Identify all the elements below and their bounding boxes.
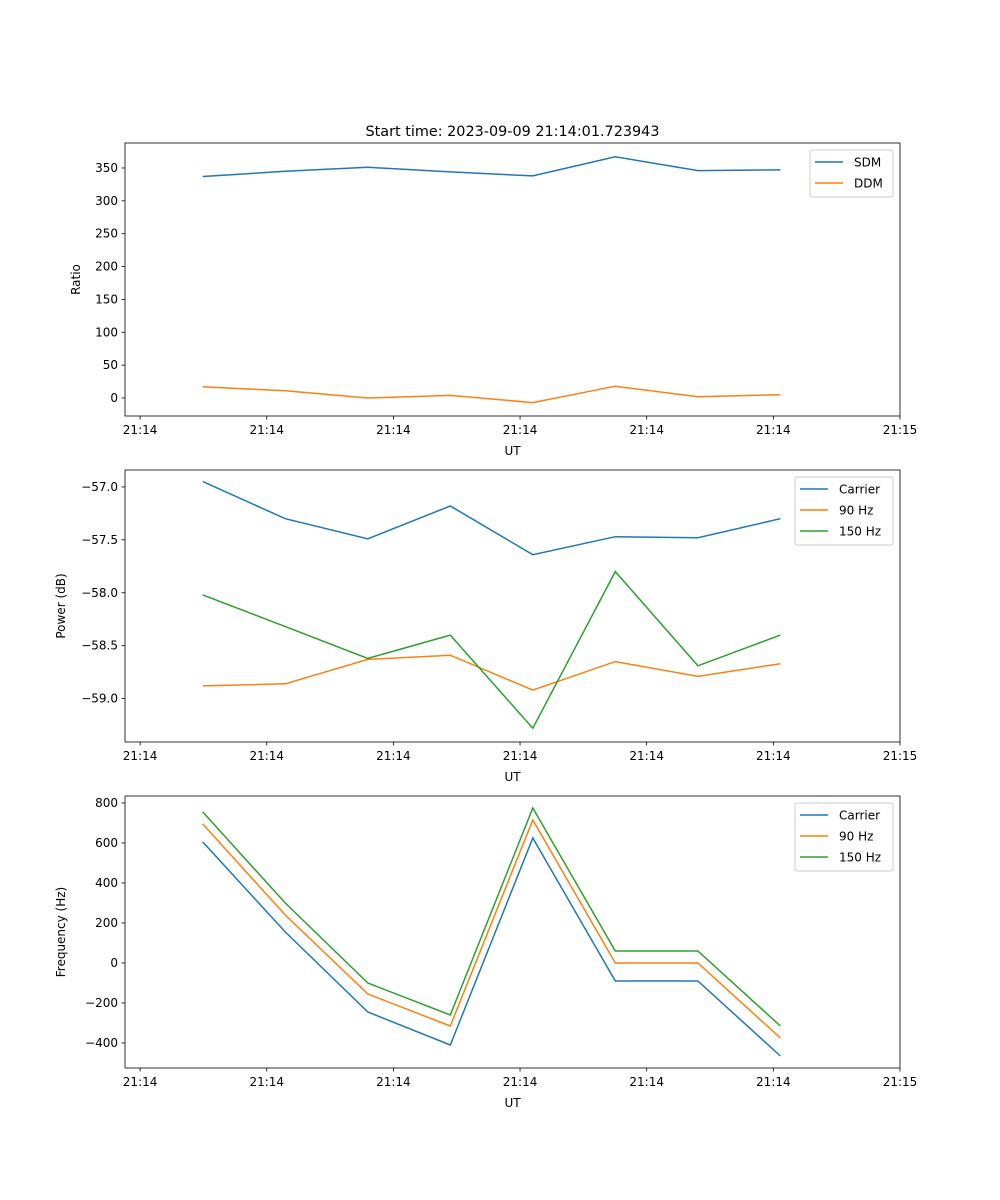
axes-frame xyxy=(124,142,901,417)
y-tick-label: −58.5 xyxy=(81,639,118,653)
y-axis-label: Power (dB) xyxy=(54,573,68,638)
x-tick-label: 21:14 xyxy=(123,749,158,763)
axes-frame xyxy=(124,795,901,1069)
x-tick-label: 21:14 xyxy=(249,1075,284,1089)
x-tick-label: 21:14 xyxy=(629,749,664,763)
x-tick-label: 21:14 xyxy=(503,423,538,437)
series-line-90-hz xyxy=(202,818,781,1039)
x-tick-label: 21:14 xyxy=(503,749,538,763)
x-tick-label: 21:14 xyxy=(249,423,284,437)
legend: Carrier 90 Hz 150 Hz xyxy=(794,802,894,872)
y-tick-label: 350 xyxy=(95,161,118,175)
y-tick-label: 0 xyxy=(110,956,118,970)
legend-label: 150 Hz xyxy=(839,525,881,539)
x-tick-label: 21:14 xyxy=(503,1075,538,1089)
series-line-sdm xyxy=(202,156,781,178)
y-tick-label: −59.0 xyxy=(81,692,118,706)
y-axis-label: Ratio xyxy=(69,264,83,295)
x-tick-label: 21:14 xyxy=(629,1075,664,1089)
y-tick-label: −57.0 xyxy=(81,480,118,494)
y-tick-label: 150 xyxy=(95,292,118,306)
series-line-carrier xyxy=(202,836,781,1057)
y-tick-label: 300 xyxy=(95,194,118,208)
series-line-carrier xyxy=(202,480,781,556)
x-tick-label: 21:14 xyxy=(123,423,158,437)
y-tick-label: −400 xyxy=(85,1036,118,1050)
y-tick-label: 200 xyxy=(95,260,118,274)
subplot-1: 21:14 21:14 21:14 21:14 21:14 21:14 21:15 0 50 10… xyxy=(69,124,917,458)
x-tick-label: 21:14 xyxy=(249,749,284,763)
legend-box xyxy=(794,802,894,872)
series-line-150-hz xyxy=(202,806,781,1027)
y-axis-label: Frequency (Hz) xyxy=(54,887,68,978)
y-tick-label: −58.0 xyxy=(81,586,118,600)
axes-frame xyxy=(124,469,901,743)
x-tick-label: 21:14 xyxy=(756,749,791,763)
legend-label: 90 Hz xyxy=(839,830,873,844)
y-tick-label: −57.5 xyxy=(81,533,118,547)
subplot-2: 21:14 21:14 21:14 21:14 21:14 21:14 21:15 −59.0… xyxy=(54,469,918,784)
legend-label: Carrier xyxy=(839,809,880,823)
legend-label: 150 Hz xyxy=(839,851,881,865)
series-line-150-hz xyxy=(202,570,781,730)
x-axis-label: UT xyxy=(504,770,521,784)
x-axis-label: UT xyxy=(504,444,521,458)
x-tick-label: 21:14 xyxy=(123,1075,158,1089)
x-tick-label: 21:14 xyxy=(756,1075,791,1089)
x-tick-label: 21:14 xyxy=(756,423,791,437)
legend: Carrier 90 Hz 150 Hz xyxy=(794,476,894,546)
legend-label: Carrier xyxy=(839,483,880,497)
y-tick-label: 800 xyxy=(95,796,118,810)
legend: SDM DDM xyxy=(809,149,894,198)
x-axis-label: UT xyxy=(504,1096,521,1110)
x-tick-label: 21:14 xyxy=(376,749,411,763)
y-tick-label: 50 xyxy=(103,358,118,372)
legend-label: DDM xyxy=(854,177,883,191)
y-tick-label: 200 xyxy=(95,916,118,930)
x-tick-label: 21:14 xyxy=(629,423,664,437)
subplot-3: 21:14 21:14 21:14 21:14 21:14 21:14 21:15 −400 −… xyxy=(54,795,918,1110)
x-tick-label: 21:14 xyxy=(376,423,411,437)
y-tick-label: 250 xyxy=(95,227,118,241)
legend-label: SDM xyxy=(854,156,881,170)
y-tick-label: 100 xyxy=(95,325,118,339)
series-line-ddm xyxy=(202,385,781,404)
x-tick-label: 21:15 xyxy=(883,423,918,437)
legend-box xyxy=(794,476,894,546)
y-tick-label: −200 xyxy=(85,996,118,1010)
chart-title: Start time: 2023-09-09 21:14:01.723943 xyxy=(365,124,659,140)
y-tick-label: 600 xyxy=(95,836,118,850)
x-tick-label: 21:15 xyxy=(883,749,918,763)
series-line-90-hz xyxy=(202,654,781,691)
y-tick-label: 0 xyxy=(110,391,118,405)
legend-label: 90 Hz xyxy=(839,504,873,518)
x-tick-label: 21:14 xyxy=(376,1075,411,1089)
y-tick-label: 400 xyxy=(95,876,118,890)
x-tick-label: 21:15 xyxy=(883,1075,918,1089)
